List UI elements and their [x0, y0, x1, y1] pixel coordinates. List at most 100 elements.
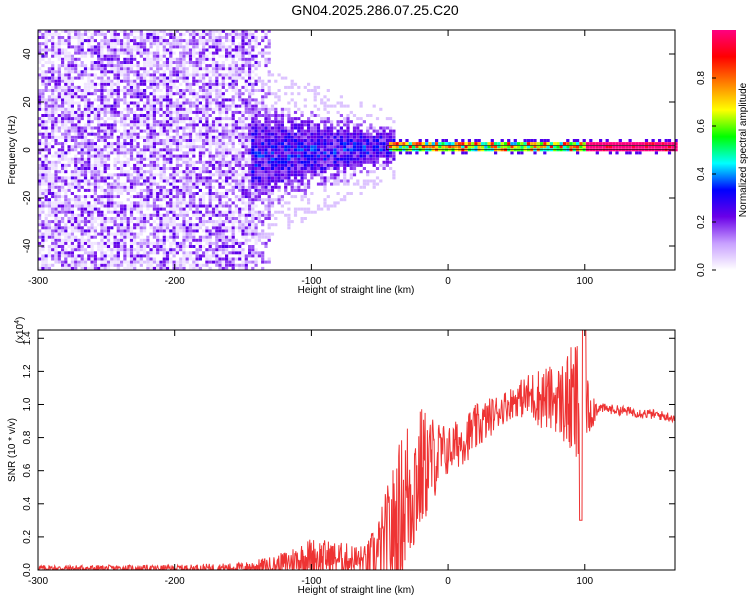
spectrogram-cell	[57, 104, 61, 108]
spectrogram-cell	[169, 67, 173, 71]
spectrogram-cell	[218, 114, 222, 117]
spectrogram-cell	[67, 185, 71, 189]
spectrogram-cell	[162, 70, 166, 74]
spectrogram-cell	[74, 213, 78, 217]
spectrogram-cell	[218, 163, 222, 167]
spectrogram-cell	[126, 204, 130, 208]
spectrogram-cell	[57, 217, 61, 220]
spectrogram-cell	[64, 85, 68, 89]
spectrogram-cell	[87, 101, 91, 105]
spectrogram-cell	[64, 254, 68, 258]
spectrogram-cell	[70, 254, 74, 258]
spectrogram-cell	[218, 142, 222, 146]
spectrogram-cell	[192, 201, 196, 205]
spectrogram-cell	[143, 223, 147, 227]
spectrogram-cell	[264, 36, 268, 39]
spectrogram-cell	[290, 185, 294, 189]
spectrogram-cell	[320, 132, 324, 136]
spectrogram-cell	[149, 204, 153, 208]
spectrogram-cell	[100, 61, 104, 64]
spectrogram-cell	[221, 157, 225, 161]
spectrogram-cell	[179, 76, 183, 80]
spectrogram-cell	[225, 188, 229, 192]
spectrogram-cell	[80, 254, 84, 258]
spectrogram-cell	[261, 145, 265, 149]
spectrogram-cell	[241, 139, 245, 142]
spectrogram-cell	[362, 160, 366, 164]
spectrogram-cell	[41, 64, 45, 68]
spectrogram-cell	[80, 151, 84, 155]
spectrogram-cell	[64, 42, 68, 46]
spectrogram-cell	[244, 185, 248, 189]
spectrogram-cell	[146, 198, 150, 202]
spectrogram-cell	[175, 213, 179, 217]
spectrogram-cell	[70, 76, 74, 80]
spectrogram-cell	[234, 263, 238, 267]
spectrogram-cell	[280, 107, 284, 111]
spectrogram-cell	[225, 145, 229, 149]
spectrogram-cell	[116, 195, 120, 199]
spectrogram-cell	[172, 173, 176, 177]
spectrogram-cell	[47, 148, 51, 152]
spectrogram-cell	[93, 235, 97, 239]
spectrogram-cell	[320, 98, 324, 102]
spectrogram-cell	[149, 82, 153, 86]
spectrogram-cell	[349, 151, 353, 155]
spectrogram-cell	[129, 245, 134, 248]
spectrogram-cell	[44, 160, 48, 164]
spectrogram-cell	[241, 142, 245, 146]
spectrogram-cell	[205, 114, 209, 117]
spectrogram-cell	[208, 95, 212, 99]
spectrogram-cell	[103, 188, 107, 192]
spectrogram-cell	[326, 151, 330, 155]
spectrogram-cell	[192, 151, 196, 155]
spectrogram-cell	[61, 266, 65, 270]
spectrogram-cell	[120, 89, 124, 92]
spectrogram-cell	[106, 89, 111, 92]
spectrogram-cell	[51, 135, 55, 139]
spectrogram-cell	[234, 85, 238, 89]
spectrogram-cell	[241, 254, 245, 258]
spectrogram-cell	[110, 251, 114, 255]
spectrogram-cell	[316, 160, 321, 164]
spectrogram-cell	[234, 204, 238, 208]
spectrogram-cell	[44, 82, 48, 86]
spectrogram-cell	[97, 176, 101, 180]
spectrogram-cell	[211, 213, 216, 217]
spectrogram-cell	[241, 57, 245, 61]
spectrogram-cell	[126, 82, 130, 86]
spectrogram-cell	[192, 79, 196, 83]
spectrogram-cell	[74, 142, 78, 146]
spectrogram-cell	[54, 117, 58, 121]
spectrogram-cell	[90, 188, 94, 192]
spectrogram-cell	[234, 157, 238, 161]
spectrogram-cell	[93, 157, 97, 161]
spectrogram-cell	[129, 51, 134, 55]
spectrogram-cell	[103, 263, 107, 267]
spectrogram-cell	[310, 145, 314, 149]
spectrogram-cell	[103, 54, 107, 58]
spectrogram-cell	[244, 226, 248, 230]
spectrogram-cell	[215, 148, 219, 152]
spectrogram-cell	[284, 160, 288, 164]
spectrogram-cell	[74, 48, 78, 52]
spectrogram-cell	[162, 76, 166, 80]
spectrogram-cell	[185, 232, 189, 236]
spectrogram-cell	[90, 45, 94, 49]
spectrogram-cell	[57, 95, 61, 99]
spectrogram-cell	[221, 101, 225, 105]
spectrogram-cell	[106, 254, 111, 258]
spectrogram-cell	[330, 154, 334, 158]
spectrogram-cell	[293, 195, 298, 199]
spectrogram-cell	[287, 142, 291, 146]
spectrogram-cell	[90, 120, 94, 124]
spectrogram-cell	[175, 135, 179, 139]
spectrogram-cell	[67, 89, 71, 92]
spectrogram-cell	[336, 179, 340, 183]
spectrogram-cell	[188, 229, 193, 233]
spectrogram-cell	[44, 163, 48, 167]
spectrogram-cell	[165, 92, 170, 96]
spectrogram-cell	[254, 173, 258, 177]
spectrogram-cell	[41, 42, 45, 46]
spectrogram-cell	[159, 179, 163, 183]
